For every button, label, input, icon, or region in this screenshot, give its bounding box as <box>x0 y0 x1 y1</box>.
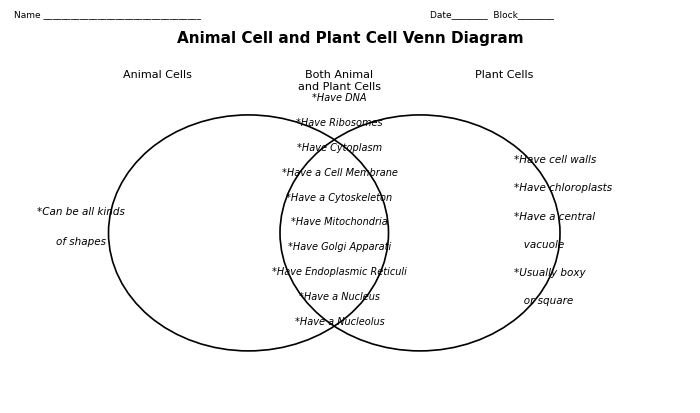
Text: *Have a Nucleolus: *Have a Nucleolus <box>295 316 384 326</box>
Text: vacuole: vacuole <box>514 239 565 249</box>
Text: *Have Endoplasmic Reticuli: *Have Endoplasmic Reticuli <box>272 266 407 276</box>
Text: *Have a Cytoskeleton: *Have a Cytoskeleton <box>286 192 393 202</box>
Text: Both Animal
and Plant Cells: Both Animal and Plant Cells <box>298 70 381 92</box>
Text: *Have Ribosomes: *Have Ribosomes <box>296 118 383 128</box>
Text: Date________  Block________: Date________ Block________ <box>430 10 554 19</box>
Text: *Have cell walls: *Have cell walls <box>514 155 596 165</box>
Text: *Have Golgi Apparati: *Have Golgi Apparati <box>288 242 391 252</box>
Text: *Can be all kinds: *Can be all kinds <box>36 206 125 216</box>
Text: *Usually boxy: *Usually boxy <box>514 267 586 277</box>
Text: of shapes: of shapes <box>55 236 106 246</box>
Text: *Have chloroplasts: *Have chloroplasts <box>514 183 612 193</box>
Text: Animal Cells: Animal Cells <box>123 70 192 80</box>
Text: Animal Cell and Plant Cell Venn Diagram: Animal Cell and Plant Cell Venn Diagram <box>176 31 524 46</box>
Text: *Have DNA: *Have DNA <box>312 93 367 103</box>
Text: Name ___________________________________: Name ___________________________________ <box>14 10 201 19</box>
Text: *Have Cytoplasm: *Have Cytoplasm <box>297 142 382 152</box>
Text: or square: or square <box>514 295 574 305</box>
Text: *Have Mitochondria: *Have Mitochondria <box>291 217 388 227</box>
Text: Plant Cells: Plant Cells <box>475 70 533 80</box>
Text: *Have a central: *Have a central <box>514 211 596 221</box>
Text: *Have a Cell Membrane: *Have a Cell Membrane <box>281 167 398 177</box>
Text: *Have a Nucleus: *Have a Nucleus <box>299 291 380 301</box>
